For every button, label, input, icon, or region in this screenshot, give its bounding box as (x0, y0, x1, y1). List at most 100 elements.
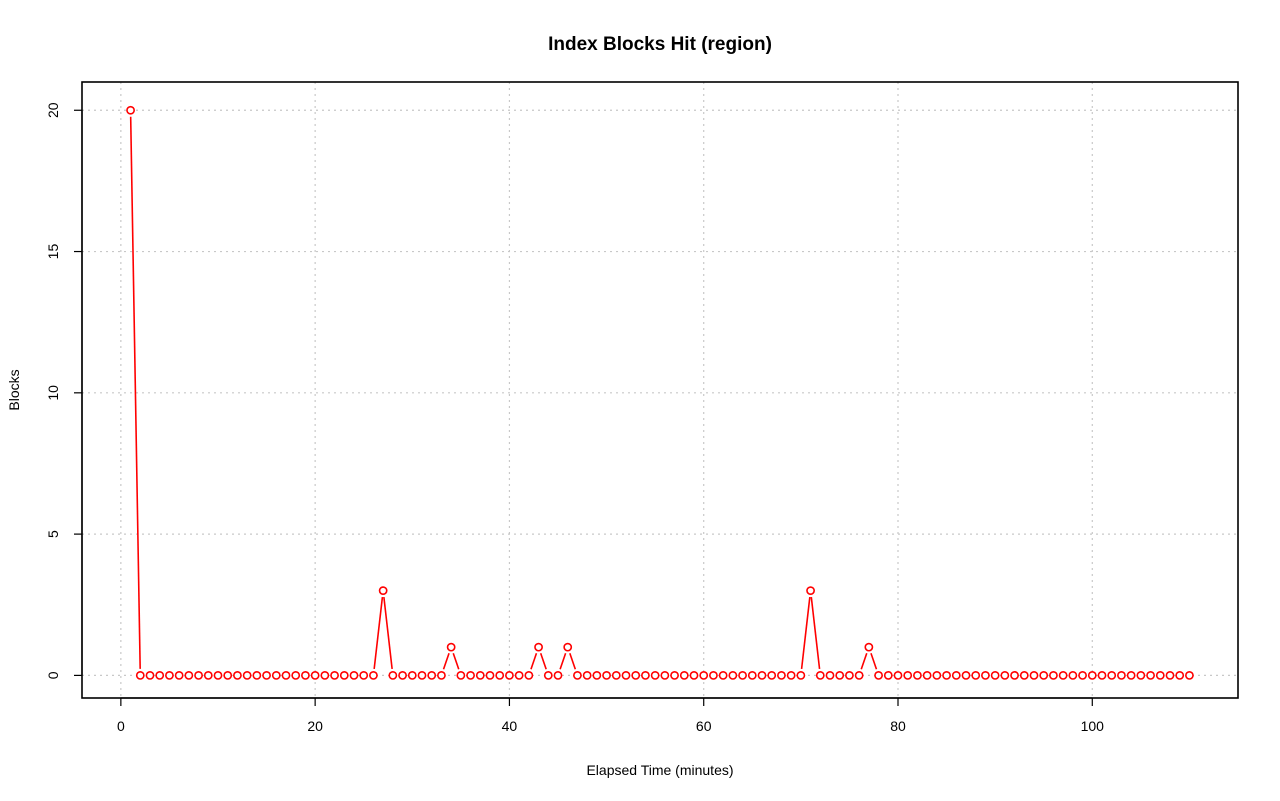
data-point (951, 670, 961, 680)
data-point (524, 670, 534, 680)
data-point (1087, 670, 1097, 680)
data-point (475, 670, 485, 680)
series-segment (860, 653, 868, 670)
data-point (903, 670, 913, 680)
data-point (767, 670, 777, 680)
data-point (485, 670, 495, 680)
data-point (145, 670, 155, 680)
data-point (1029, 670, 1039, 680)
data-point (602, 670, 611, 680)
data-point (262, 670, 271, 680)
data-point (806, 586, 815, 596)
y-axis-label: Blocks (6, 369, 22, 410)
data-point (446, 642, 456, 652)
series-segment (373, 596, 384, 670)
data-point (388, 670, 398, 680)
data-point (1078, 670, 1087, 680)
x-tick-label: 60 (696, 718, 712, 734)
data-point (291, 670, 301, 680)
data-point (1097, 670, 1107, 680)
x-tick-label: 20 (307, 718, 323, 734)
series-segment (530, 653, 538, 670)
data-point (339, 670, 349, 680)
y-tick-label: 0 (45, 671, 61, 679)
series-segment (539, 653, 547, 670)
series-segment (800, 596, 811, 670)
data-point (582, 670, 592, 680)
data-point (407, 670, 417, 680)
series-segment (452, 653, 460, 670)
data-point (1010, 670, 1019, 680)
data-point (369, 670, 378, 680)
data-point (466, 670, 475, 680)
data-point (135, 670, 145, 680)
data-point (1155, 670, 1165, 680)
data-point (1049, 670, 1058, 680)
data-point (573, 670, 582, 680)
data-point (738, 670, 747, 680)
data-point (990, 670, 1000, 680)
series-segment (129, 116, 141, 669)
data-point (747, 670, 757, 680)
data-point (398, 670, 407, 680)
data-point (854, 670, 864, 680)
data-point (514, 670, 524, 680)
data-point (301, 670, 310, 680)
data-point (621, 670, 631, 680)
data-point (728, 670, 738, 680)
chart-title: Index Blocks Hit (region) (548, 34, 772, 55)
data-point (456, 670, 466, 680)
data-point (242, 670, 252, 680)
data-point (1146, 670, 1155, 680)
data-point (417, 670, 427, 680)
data-point (883, 670, 893, 680)
data-point (223, 670, 233, 680)
series-segment (810, 596, 821, 670)
grid-lines (82, 82, 1238, 698)
data-point (213, 670, 223, 680)
series-segment (559, 653, 567, 670)
data-point (495, 670, 505, 680)
data-point (835, 670, 845, 680)
data-point (1058, 670, 1068, 680)
data-point (932, 670, 942, 680)
data-point (942, 670, 951, 680)
data-point (689, 670, 699, 680)
data-point (203, 670, 213, 680)
data-point (543, 670, 553, 680)
data-point (611, 670, 621, 680)
data-point (670, 670, 679, 680)
data-point (165, 670, 174, 680)
data-point (971, 670, 981, 680)
y-tick-label: 10 (45, 385, 61, 401)
data-point (1019, 670, 1029, 680)
data-point (174, 670, 184, 680)
x-axis: 0 20 40 60 80 100 (117, 697, 1104, 734)
data-series (126, 105, 1194, 680)
data-point (252, 670, 262, 680)
data-point (320, 670, 330, 680)
series-segment (870, 653, 878, 670)
data-point (1068, 670, 1078, 680)
data-point (281, 670, 291, 680)
data-point (1039, 670, 1049, 680)
data-point (641, 670, 650, 680)
data-point (815, 670, 825, 680)
data-point (505, 670, 514, 680)
data-point (1185, 670, 1194, 680)
data-point (553, 670, 563, 680)
data-point (922, 670, 932, 680)
data-point (1000, 670, 1010, 680)
data-point (437, 670, 446, 680)
y-tick-label: 5 (45, 530, 61, 538)
data-point (679, 670, 689, 680)
series-segment (383, 596, 393, 670)
data-point (874, 670, 883, 680)
x-tick-label: 0 (117, 718, 125, 734)
data-point (184, 670, 194, 680)
data-point (126, 105, 135, 115)
data-point (349, 670, 359, 680)
data-point (631, 670, 641, 680)
data-point (194, 670, 203, 680)
